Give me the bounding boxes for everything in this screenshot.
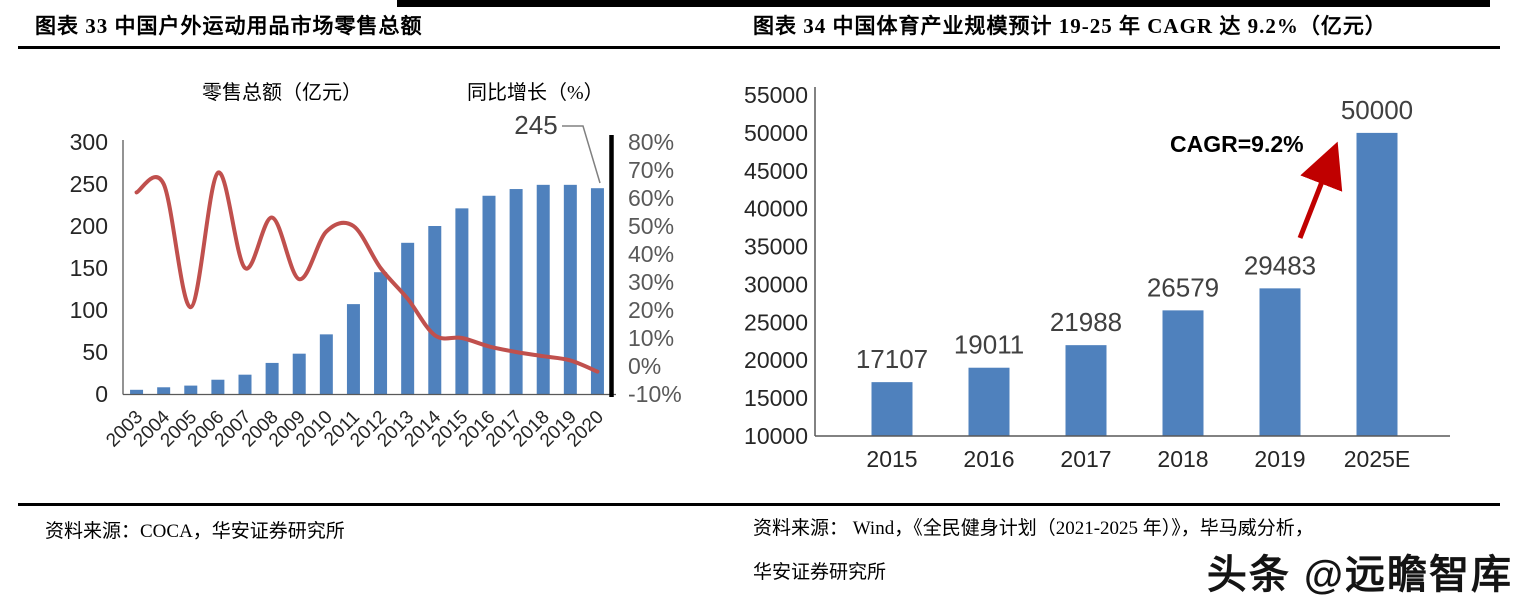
retail-bar-2015: [455, 208, 469, 394]
retail-bar-2011: [346, 304, 360, 394]
bar-value-label: 21988: [1050, 307, 1122, 337]
right-chart-y-axis-labels: 55000 50000 45000 40000 35000 30000 25000 20000…: [744, 82, 808, 449]
y-tick-label: 250: [70, 171, 108, 197]
retail-bar-2006: [211, 379, 225, 394]
x-tick-label: 2025E: [1344, 446, 1411, 472]
y-tick-label: 55000: [744, 82, 808, 108]
pct-tick-label: 40%: [628, 241, 674, 267]
retail-bar-2019: [563, 184, 577, 394]
annotation-245-label: 245: [514, 110, 557, 140]
pct-tick-label: -10%: [628, 381, 682, 407]
y-tick-label: 50000: [744, 120, 808, 146]
pct-tick-label: 30%: [628, 269, 674, 295]
retail-bar-2016: [482, 195, 496, 394]
retail-bar-2010: [319, 334, 333, 394]
watermark-toutiao: 头条 @远瞻智库: [1206, 553, 1513, 597]
x-tick-label: 2016: [963, 446, 1014, 472]
y-tick-label: 40000: [744, 196, 808, 222]
left-chart-right-axis-labels: 80%70%60%50%40%30%20%10%0%-10%: [628, 129, 682, 407]
bar-value-labels: 17107 19011 21988 26579 29483 50000: [856, 95, 1413, 374]
x-tick-label: 2018: [1157, 446, 1208, 472]
x-tick-label: 2019: [1254, 446, 1305, 472]
retail-bar-2004: [157, 387, 171, 394]
retail-bar-2018: [536, 184, 550, 394]
pct-tick-label: 10%: [628, 325, 674, 351]
annotation-leader-line: [562, 125, 601, 184]
left-chart-x-axis-labels: 2003200420052006200720082009201020112012…: [102, 406, 608, 451]
retail-bar-2009: [292, 353, 306, 394]
pct-tick-label: 60%: [628, 185, 674, 211]
bar-value-label: 50000: [1341, 95, 1413, 125]
y-tick-label: 35000: [744, 234, 808, 260]
left-chart-y-axis-labels: 300 250 200 150 100 50 0: [70, 129, 108, 407]
industry-bar-2025E: [1356, 132, 1398, 436]
bar-value-label: 26579: [1147, 272, 1219, 302]
industry-bar-2017: [1065, 345, 1107, 436]
title-underline: [18, 46, 1500, 49]
y-tick-label: 50: [82, 339, 108, 365]
industry-bar-2018: [1162, 310, 1204, 436]
y-tick-label: 10000: [744, 423, 808, 449]
pct-tick-label: 0%: [628, 353, 661, 379]
retail-bar-2008: [265, 362, 279, 394]
y-tick-label: 20000: [744, 347, 808, 373]
bar-value-label: 17107: [856, 344, 928, 374]
retail-bar-2012: [374, 272, 388, 394]
right-chart-title: 图表 34 中国体育产业规模预计 19-25 年 CAGR 达 9.2%（亿元）: [753, 14, 1387, 38]
industry-bars: [871, 132, 1398, 436]
pct-tick-label: 80%: [628, 129, 674, 155]
retail-bar-2013: [401, 242, 415, 394]
bar-value-label: 19011: [954, 330, 1024, 360]
cagr-arrow: [1297, 141, 1343, 239]
right-chart-x-axis-labels: 2015 2016 2017 2018 2019 2025E: [866, 446, 1410, 472]
industry-bar-2015: [871, 382, 913, 436]
x-tick-label: 2015: [866, 446, 917, 472]
pct-tick-label: 70%: [628, 157, 674, 183]
y-tick-label: 200: [70, 213, 108, 239]
x-tick-label: 2017: [1060, 446, 1111, 472]
y-tick-label: 0: [95, 381, 108, 407]
bar-value-label: 29483: [1244, 250, 1316, 280]
y-tick-label: 30000: [744, 271, 808, 297]
left-source-text: 资料来源：COCA，华安证券研究所: [45, 521, 345, 542]
right-source-text-line1: 资料来源： Wind，《全民健身计划（2021-2025 年）》，毕马威分析，: [753, 518, 1314, 539]
retail-bar-2014: [428, 226, 442, 394]
industry-bar-2019: [1259, 288, 1301, 436]
pct-tick-label: 50%: [628, 213, 674, 239]
right-chart-svg: 55000 50000 45000 40000 35000 30000 25000 20000…: [744, 82, 1450, 472]
y-tick-label: 25000: [744, 309, 808, 335]
growth-line: [134, 170, 600, 374]
legend-line-label: 同比增长（%）: [467, 82, 604, 104]
retail-bar-2017: [509, 189, 523, 394]
industry-bar-2016: [968, 367, 1010, 436]
y-tick-label: 15000: [744, 385, 808, 411]
left-chart-title: 图表 33 中国户外运动用品市场零售总额: [35, 14, 423, 38]
cagr-label: CAGR=9.2%: [1170, 131, 1304, 157]
retail-bar-2020: [590, 188, 604, 394]
y-tick-label: 45000: [744, 158, 808, 184]
right-source-text-line2: 华安证券研究所: [753, 562, 887, 583]
legend-bar-label: 零售总额（亿元）: [202, 82, 362, 104]
retail-bars: [130, 184, 604, 394]
y-tick-label: 150: [70, 255, 108, 281]
left-chart-svg: 300 250 200 150 100 50 0 80%70%60%50%40%30%20%…: [70, 110, 682, 451]
source-divider-line: [18, 503, 1500, 506]
retail-bar-2003: [130, 389, 144, 394]
top-black-bar: [397, 0, 1490, 7]
pct-tick-label: 20%: [628, 297, 674, 323]
y-tick-label: 300: [70, 129, 108, 155]
retail-bar-2007: [238, 374, 252, 394]
y-tick-label: 100: [70, 297, 108, 323]
retail-bar-2005: [184, 385, 198, 394]
